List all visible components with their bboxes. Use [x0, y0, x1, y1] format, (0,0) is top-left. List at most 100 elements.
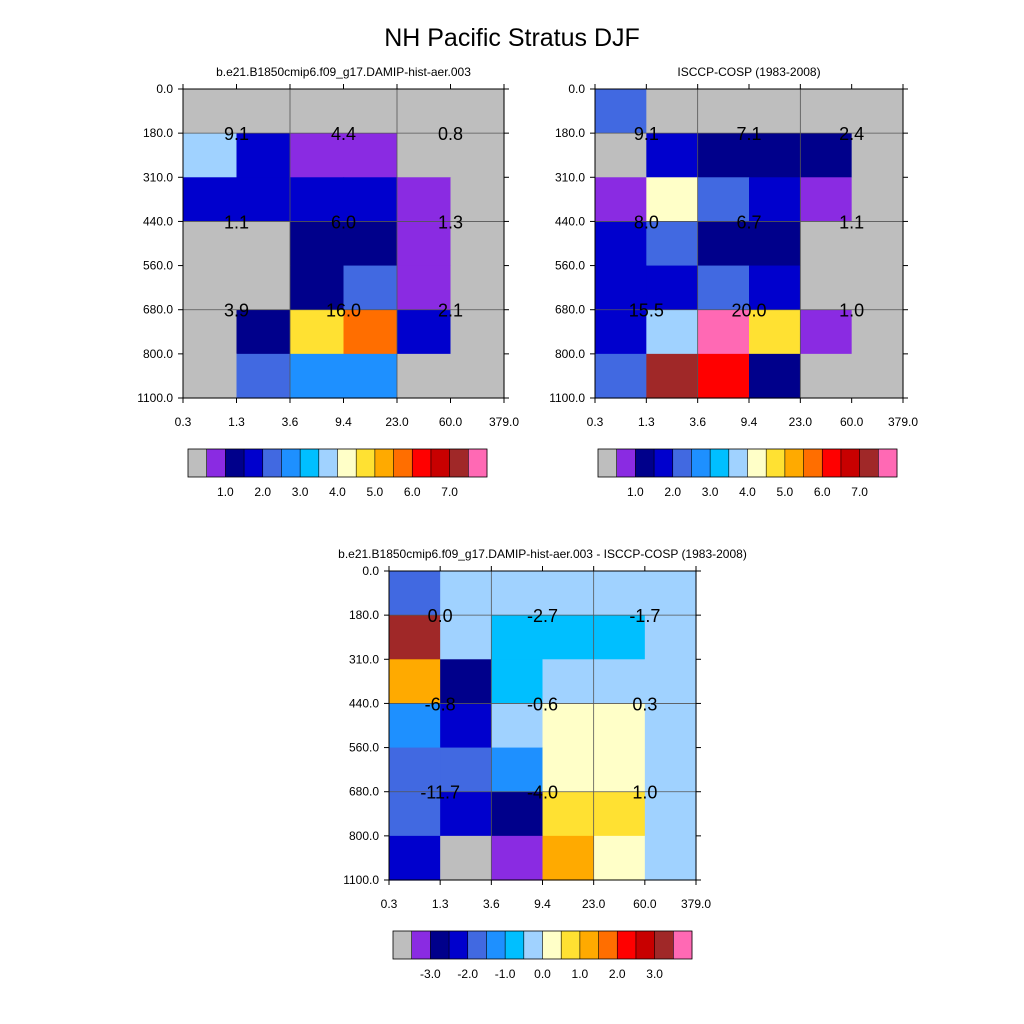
y-tick-label: 310.0 — [143, 170, 173, 184]
heatmap-cell — [397, 221, 452, 267]
heatmap-cell — [440, 615, 492, 660]
heatmap-cell — [440, 703, 492, 749]
heatmap-cell — [343, 89, 398, 134]
panel-1: b.e21.B1850cmip6.f09_g17.DAMIP-hist-aer.… — [137, 65, 519, 499]
cell-value-label: -11.7 — [420, 783, 460, 803]
cell-value-label: -2.7 — [527, 606, 558, 626]
heatmap-cell — [397, 353, 452, 399]
heatmap-cell — [646, 353, 699, 399]
heatmap-cell — [697, 265, 750, 311]
heatmap-cell — [397, 133, 452, 178]
colorbar-swatch — [617, 931, 637, 959]
colorbar-swatch — [188, 449, 208, 477]
x-tick-label: 60.0 — [840, 415, 864, 429]
cell-value-label: 1.0 — [839, 301, 864, 321]
y-tick-label: 0.0 — [362, 564, 379, 578]
x-tick-label: 0.3 — [175, 415, 192, 429]
y-tick-label: 680.0 — [555, 303, 585, 317]
colorbar-swatch — [281, 449, 301, 477]
heatmap-cell — [542, 571, 595, 616]
colorbar-label: 1.0 — [217, 485, 234, 499]
colorbar-label: 5.0 — [777, 485, 794, 499]
y-tick-label: 680.0 — [349, 785, 379, 799]
y-tick-label: 440.0 — [143, 214, 173, 228]
heatmap-cell — [236, 309, 291, 355]
colorbar-swatch — [374, 449, 394, 477]
heatmap-cell — [183, 177, 238, 223]
colorbar-swatch — [635, 449, 655, 477]
heatmap-cell — [593, 747, 646, 793]
heatmap-cell — [389, 571, 441, 616]
heatmap-cell — [389, 835, 441, 881]
colorbar-label: 2.0 — [664, 485, 681, 499]
heatmap-cell — [697, 309, 750, 355]
heatmap-cell — [450, 353, 505, 399]
y-tick-label: 800.0 — [349, 829, 379, 843]
heatmap-cell — [851, 177, 904, 223]
colorbar-swatch — [561, 931, 581, 959]
heatmap-cell — [851, 221, 904, 267]
heatmap-cell — [343, 133, 398, 178]
heatmap-cell — [491, 615, 544, 660]
x-tick-label: 9.4 — [335, 415, 352, 429]
cell-value-label: -1.7 — [629, 606, 660, 626]
panel-3: b.e21.B1850cmip6.f09_g17.DAMIP-hist-aer.… — [338, 547, 747, 981]
colorbar-swatch — [225, 449, 245, 477]
heatmap-cell — [450, 133, 505, 178]
heatmap-cell — [646, 177, 699, 223]
colorbar-swatch — [412, 449, 432, 477]
heatmap-cell — [593, 659, 646, 705]
y-tick-label: 310.0 — [349, 652, 379, 666]
colorbar-swatch — [337, 449, 357, 477]
colorbar-swatch — [635, 931, 656, 959]
colorbar-swatch — [878, 449, 898, 477]
heatmap-cell — [851, 309, 904, 355]
heatmap-cell — [236, 89, 291, 134]
colorbar-swatch — [430, 931, 450, 959]
heatmap-cell — [290, 353, 345, 399]
colorbar-swatch — [598, 449, 618, 477]
heatmap-cell — [236, 353, 291, 399]
colorbar-label: 4.0 — [329, 485, 346, 499]
heatmap-cell — [644, 703, 697, 749]
cell-value-label: 0.8 — [438, 124, 463, 144]
colorbar-swatch — [486, 931, 506, 959]
colorbar-label: -1.0 — [495, 967, 516, 981]
heatmap-cell — [800, 265, 853, 311]
heatmap-cell — [851, 353, 904, 399]
colorbar-swatch — [523, 931, 543, 959]
heatmap-cell — [595, 353, 647, 399]
heatmap-cell — [389, 703, 441, 749]
panel-title: b.e21.B1850cmip6.f09_g17.DAMIP-hist-aer.… — [216, 65, 471, 79]
cell-value-label: 8.0 — [634, 212, 659, 232]
heatmap-cell — [697, 177, 750, 223]
y-tick-label: 1100.0 — [343, 873, 379, 887]
x-tick-label: 1.3 — [638, 415, 655, 429]
colorbar-swatch — [318, 449, 338, 477]
colorbar-border — [392, 930, 693, 960]
heatmap-cell — [491, 571, 544, 616]
colorbar-swatch — [840, 449, 861, 477]
heatmap-cell — [542, 791, 595, 837]
y-tick-label: 180.0 — [143, 126, 173, 140]
heatmap-cell — [491, 703, 544, 749]
cell-value-label: 2.4 — [839, 124, 864, 144]
heatmap-cell — [290, 177, 345, 223]
colorbar-label: 2.0 — [254, 485, 271, 499]
colorbar-swatch — [803, 449, 823, 477]
heatmap-cell — [646, 89, 699, 134]
colorbar-swatch — [710, 449, 730, 477]
heatmap-cell — [397, 89, 452, 134]
colorbar-swatch — [766, 449, 786, 477]
heatmap-cell — [749, 353, 801, 399]
y-tick-label: 800.0 — [143, 347, 173, 361]
heatmap-cell — [389, 747, 441, 793]
heatmap-cell — [183, 265, 238, 311]
x-tick-label: 1.3 — [228, 415, 245, 429]
heatmap-cell — [646, 221, 699, 267]
heatmap-cell — [450, 177, 505, 223]
heatmap-cell — [290, 133, 345, 178]
heatmap-cell — [542, 835, 595, 881]
x-tick-label: 23.0 — [789, 415, 813, 429]
colorbar-swatch — [505, 931, 525, 959]
